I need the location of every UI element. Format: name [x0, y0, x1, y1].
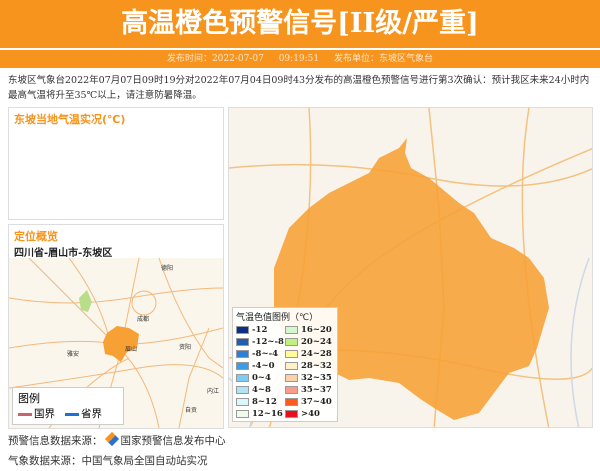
legend-label: -4~0 [252, 361, 275, 371]
legend-item: -12~-8 [236, 337, 285, 347]
location-panel-title: 定位概览 [14, 230, 58, 243]
legend-label: 37~40 [301, 397, 332, 407]
temperature-legend-title: 气温色值图例（℃） [236, 313, 319, 323]
publish-info: 发布时间：2022-07-07 09:19:51 发布单位：东坡区气象台 [0, 50, 600, 68]
warning-source-link[interactable]: 国家预警信息发布中心 [120, 435, 226, 447]
legend-item: 35~37 [285, 385, 334, 395]
legend-swatch [285, 398, 298, 406]
legend-item: 32~35 [285, 373, 334, 383]
legend-label: -12 [252, 325, 268, 335]
legend-swatch [285, 410, 298, 418]
legend-swatch [285, 350, 298, 358]
legend-label: >40 [301, 409, 320, 419]
legend-item: 12~16 [236, 409, 285, 419]
map-legend: 图例 国界 省界 [12, 387, 124, 425]
legend-swatch [236, 338, 249, 346]
warning-source: 预警信息数据来源： 国家预警信息发布中心 [8, 431, 226, 448]
legend-item: -4~0 [236, 361, 285, 371]
legend-item: 37~40 [285, 397, 334, 407]
legend-item: 28~32 [285, 361, 334, 371]
legend-label: 8~12 [252, 397, 277, 407]
publish-time: 发布时间：2022-07-07 09:19:51 [166, 54, 320, 64]
map-label-neijiang: 内江 [207, 387, 219, 395]
legend-label: 4~8 [252, 385, 271, 395]
legend-item: 4~8 [236, 385, 285, 395]
legend-swatch [285, 362, 298, 370]
legend-national-border: 国界 [18, 406, 55, 421]
page-title: 高温橙色预警信号[II级/严重] [0, 0, 600, 48]
map-label-ziyang: 资阳 [179, 343, 191, 351]
warning-area-map[interactable] [228, 107, 593, 428]
weather-source: 气象数据来源：中国气象局全国自动站实况 [8, 455, 208, 467]
legend-label: 12~16 [252, 409, 283, 419]
warning-area [274, 138, 549, 420]
legend-item: 8~12 [236, 397, 285, 407]
legend-label: 35~37 [301, 385, 332, 395]
publish-unit: 发布单位：东坡区气象台 [334, 54, 434, 64]
location-text: 四川省-眉山市-东坡区 [14, 248, 113, 259]
map-label-deyang: 德阳 [161, 264, 173, 272]
legend-swatch [236, 410, 249, 418]
legend-item: -8~-4 [236, 349, 285, 359]
map-label-zigong: 自贡 [185, 406, 197, 414]
map-label-chengdu: 成都 [137, 315, 149, 323]
warning-description: 东坡区气象台2022年07月07日09时19分对2022年07月04日09时43… [8, 75, 590, 101]
legend-label: 24~28 [301, 349, 332, 359]
legend-item: -12 [236, 325, 285, 335]
legend-swatch [236, 374, 249, 382]
legend-province-border: 省界 [65, 406, 102, 421]
legend-swatch [285, 326, 298, 334]
legend-swatch [236, 386, 249, 394]
map-label-meishan: 眉山 [125, 345, 137, 353]
legend-label: 16~20 [301, 325, 332, 335]
temperature-panel-title: 东坡当地气温实况(℃) [14, 113, 126, 126]
legend-label: -12~-8 [252, 337, 284, 347]
temperature-legend: 气温色值图例（℃） -12 16~20 -12~-8 20~24 -8~-4 24~28 -… [232, 307, 338, 422]
warning-center-logo-icon [104, 431, 119, 447]
legend-swatch [236, 362, 249, 370]
legend-swatch [285, 338, 298, 346]
legend-swatch [236, 398, 249, 406]
legend-label: 20~24 [301, 337, 332, 347]
overview-map[interactable]: 成都 雅安 自贡 眉山 资阳 内江 德阳 [9, 258, 223, 428]
legend-swatch [236, 326, 249, 334]
legend-label: -8~-4 [252, 349, 279, 359]
legend-label: 28~32 [301, 361, 332, 371]
legend-label: 0~4 [252, 373, 271, 383]
legend-swatch [285, 374, 298, 382]
map-legend-title: 图例 [18, 392, 40, 405]
legend-item: 16~20 [285, 325, 334, 335]
legend-item: >40 [285, 409, 334, 419]
legend-item: 24~28 [285, 349, 334, 359]
legend-label: 32~35 [301, 373, 332, 383]
legend-swatch [236, 350, 249, 358]
legend-item: 0~4 [236, 373, 285, 383]
legend-swatch [285, 386, 298, 394]
map-label-yaan: 雅安 [67, 350, 79, 358]
temperature-panel: 东坡当地气温实况(℃) [8, 107, 224, 220]
legend-item: 20~24 [285, 337, 334, 347]
